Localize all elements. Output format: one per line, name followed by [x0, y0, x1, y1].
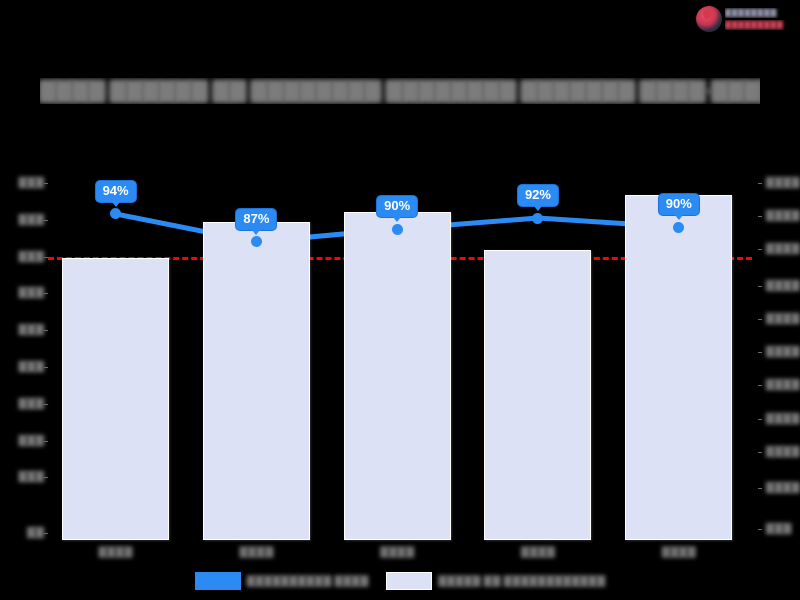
logo-mark-icon: [696, 6, 722, 32]
legend-item-1[interactable]: ▇▇▇▇▇▇▇▇▇▇ ▇▇▇▇: [194, 572, 369, 590]
line-marker-5[interactable]: [673, 221, 685, 233]
left-axis-tickmark-8: [44, 440, 48, 442]
right-axis-tick-8: ▇▇▇▇: [766, 412, 800, 425]
x-axis-labels: ▇▇▇▇ ▇▇▇▇ ▇▇▇▇ ▇▇▇▇ ▇▇▇▇: [48, 545, 752, 563]
right-axis-tick-4: ▇▇▇▇: [766, 279, 800, 292]
right-axis-tickmark-6: [758, 352, 762, 354]
data-label-1: 94%: [94, 180, 137, 208]
right-axis-tickmark-8: [758, 418, 762, 420]
right-axis-tickmark-2: [758, 216, 762, 218]
right-axis-tickmark-7: [758, 385, 762, 387]
left-axis: ▇▇▇ ▇▇▇ ▇▇▇ ▇▇▇ ▇▇▇ ▇▇▇ ▇▇▇ ▇▇▇ ▇▇▇ ▇▇: [0, 172, 48, 540]
left-axis-tick-2: ▇▇▇: [18, 213, 44, 226]
right-axis-tick-3: ▇▇▇▇: [766, 242, 800, 255]
line-marker-1[interactable]: [110, 208, 122, 220]
right-axis: ▇▇▇▇ ▇▇▇▇ ▇▇▇▇ ▇▇▇▇ ▇▇▇▇ ▇▇▇▇ ▇▇▇▇ ▇▇▇▇ ▇▇▇▇ ▇▇▇▇…: [758, 172, 800, 540]
left-axis-tick-1: ▇▇▇: [18, 176, 44, 189]
right-axis-tick-9: ▇▇▇▇: [766, 445, 800, 458]
legend-label-1: ▇▇▇▇▇▇▇▇▇▇ ▇▇▇▇: [246, 575, 369, 587]
data-label-3: 90%: [376, 195, 419, 222]
bar-5[interactable]: [625, 195, 733, 540]
right-axis-tickmark-1: [758, 183, 762, 185]
left-axis-tickmark-7: [44, 403, 48, 405]
line-marker-2[interactable]: [250, 236, 262, 248]
logo-line-2: ▇▇▇▇▇▇▇▇▇: [725, 20, 784, 29]
right-axis-tick-5: ▇▇▇▇: [766, 312, 800, 325]
left-axis-tickmark-10: [44, 532, 48, 534]
x-axis-label-5: ▇▇▇▇: [661, 546, 696, 558]
right-axis-tickmark-5: [758, 319, 762, 321]
left-axis-tickmark-1: [44, 183, 48, 185]
left-axis-tickmark-4: [44, 293, 48, 295]
left-axis-tick-10: ▇▇: [27, 526, 44, 539]
logo-wordmark: ▇▇▇▇▇▇▇▇ ▇▇▇▇▇▇▇▇▇: [725, 8, 794, 30]
left-axis-tick-9: ▇▇▇: [18, 470, 44, 483]
left-axis-tick-4: ▇▇▇: [18, 286, 44, 299]
brand-logo: ▇▇▇▇▇▇▇▇ ▇▇▇▇▇▇▇▇▇: [696, 3, 794, 35]
right-axis-tickmark-4: [758, 286, 762, 288]
left-axis-tickmark-5: [44, 330, 48, 332]
left-axis-tickmark-6: [44, 367, 48, 369]
plot-area: 94% 87% 90% 92% 90%: [48, 172, 752, 540]
x-axis-label-1: ▇▇▇▇: [98, 546, 133, 558]
legend-item-2[interactable]: ▇▇▇▇▇ ▇▇ ▇▇▇▇▇▇▇▇▇▇▇▇: [386, 572, 605, 590]
bar-1[interactable]: [62, 258, 170, 540]
bar-2[interactable]: [202, 222, 310, 540]
bar-3[interactable]: [343, 212, 451, 540]
right-axis-tickmark-9: [758, 451, 762, 453]
right-axis-tick-7: ▇▇▇▇: [766, 378, 800, 391]
data-label-5: 90%: [657, 193, 700, 221]
right-axis-tickmark-10: [758, 488, 762, 490]
left-axis-tick-5: ▇▇▇: [18, 323, 44, 336]
legend-swatch-icon-1: [194, 572, 241, 590]
chart-legend: ▇▇▇▇▇▇▇▇▇▇ ▇▇▇▇ ▇▇▇▇▇ ▇▇ ▇▇▇▇▇▇▇▇▇▇▇▇: [0, 572, 800, 590]
data-label-2: 87%: [235, 207, 278, 235]
line-marker-3[interactable]: [391, 223, 403, 235]
right-axis-tick-10: ▇▇▇▇: [766, 481, 800, 494]
left-axis-tickmark-9: [44, 477, 48, 479]
left-axis-tick-6: ▇▇▇: [18, 360, 44, 373]
left-axis-tick-7: ▇▇▇: [18, 397, 44, 410]
right-axis-tickmark-3: [758, 249, 762, 251]
bar-4[interactable]: [484, 250, 592, 540]
legend-swatch-icon-2: [386, 572, 433, 590]
right-axis-tick-11: ▇▇▇: [766, 522, 792, 535]
x-axis-label-4: ▇▇▇▇: [521, 546, 555, 558]
right-axis-tick-6: ▇▇▇▇: [766, 345, 800, 358]
logo-line-1: ▇▇▇▇▇▇▇▇: [725, 8, 777, 17]
left-axis-tick-3: ▇▇▇: [18, 250, 44, 263]
right-axis-tick-1: ▇▇▇▇: [766, 176, 800, 189]
x-axis-label-2: ▇▇▇▇: [239, 546, 274, 558]
chart-title: ▇▇▇▇ ▇▇▇▇▇▇ ▇▇ ▇▇▇▇▇▇▇▇ ▇▇▇▇▇▇▇▇ ▇▇▇▇▇▇▇…: [40, 79, 760, 102]
left-axis-tickmark-3: [44, 256, 48, 258]
left-axis-tickmark-2: [44, 219, 48, 221]
right-axis-tickmark-11: [758, 528, 762, 530]
x-axis-label-3: ▇▇▇▇: [380, 546, 415, 558]
line-marker-4[interactable]: [532, 212, 544, 224]
right-axis-tick-2: ▇▇▇▇: [766, 209, 800, 222]
data-label-4: 92%: [516, 183, 559, 211]
left-axis-tick-8: ▇▇▇: [18, 434, 44, 447]
legend-label-2: ▇▇▇▇▇ ▇▇ ▇▇▇▇▇▇▇▇▇▇▇▇: [438, 575, 606, 587]
